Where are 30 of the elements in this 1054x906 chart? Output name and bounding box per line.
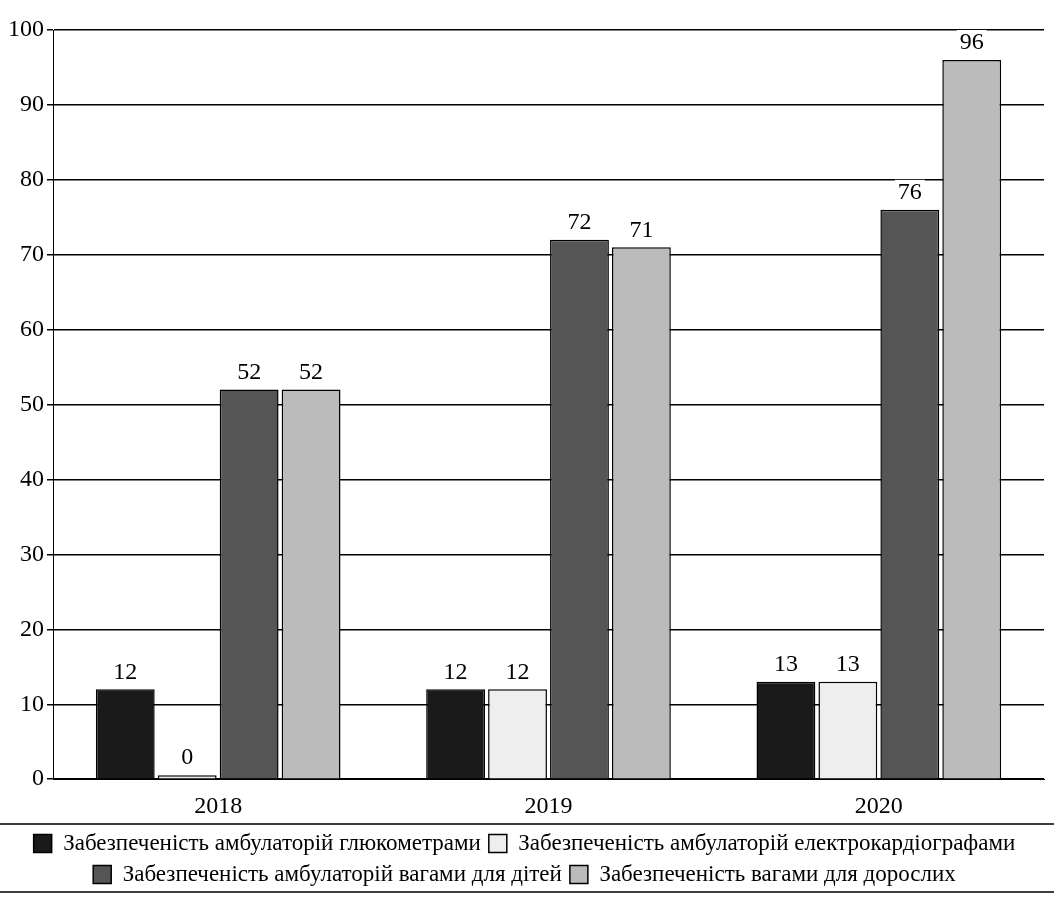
- legend-label: Забезпеченість амбулаторій глюкометрами: [63, 829, 481, 855]
- y-tick-label: 40: [20, 464, 44, 491]
- data-label: 72: [567, 208, 592, 235]
- legend-label: Забезпеченість амбулаторій електрокардіографами: [518, 829, 1016, 855]
- data-label: 52: [237, 357, 262, 384]
- data-label: 52: [299, 357, 324, 384]
- y-tick-label: 70: [20, 240, 44, 267]
- data-label: 76: [897, 178, 922, 205]
- y-tick-label: 90: [20, 90, 44, 117]
- y-tick-label: 0: [32, 764, 44, 791]
- x-tick-label: 2020: [854, 791, 903, 818]
- data-label: 12: [505, 657, 530, 684]
- y-tick-label: 50: [20, 389, 44, 416]
- y-tick-label: 60: [20, 314, 44, 341]
- y-tick-label: 20: [20, 614, 44, 641]
- data-label: 13: [835, 650, 860, 677]
- y-tick-label: 10: [20, 689, 44, 716]
- data-label: 12: [443, 657, 468, 684]
- data-label: 0: [181, 743, 194, 770]
- legend-label: Забезпеченість вагами для дорослих: [599, 860, 957, 886]
- data-label: 12: [113, 657, 138, 684]
- x-tick-label: 2018: [194, 791, 243, 818]
- data-label: 71: [629, 215, 654, 242]
- x-tick-label: 2019: [524, 791, 573, 818]
- y-tick-label: 30: [20, 539, 44, 566]
- data-label: 13: [773, 650, 798, 677]
- legend-label: Забезпеченість амбулаторій вагами для дітей: [122, 860, 562, 886]
- y-tick-label: 80: [20, 165, 44, 192]
- y-tick-label: 100: [8, 15, 44, 42]
- data-label: 96: [959, 28, 984, 55]
